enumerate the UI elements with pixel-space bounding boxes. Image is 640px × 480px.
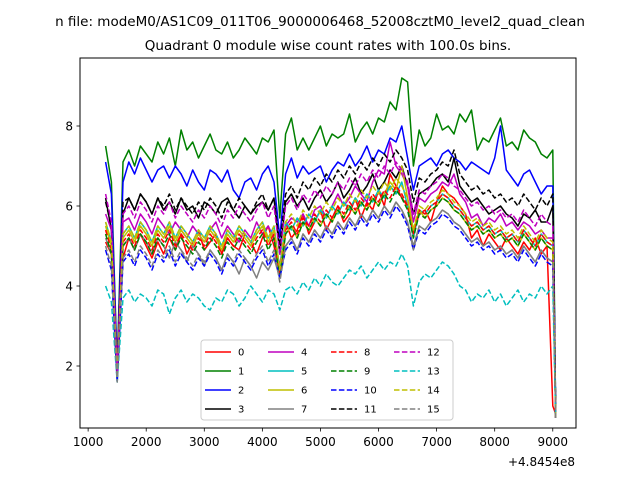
legend-label-2: 2 <box>238 386 244 397</box>
x-axis: 1000 2000 3000 4000 5000 6000 7000 8000 9000 <box>73 428 568 449</box>
series-line-10 <box>104 205 557 419</box>
legend-label-9: 9 <box>364 367 370 378</box>
series-line-13 <box>104 253 557 419</box>
legend-label-1: 1 <box>238 367 244 378</box>
legend-label-8: 8 <box>364 348 370 359</box>
legend-label-10: 10 <box>364 386 377 397</box>
series-line-8 <box>104 185 557 419</box>
x-tick-label: 1000 <box>73 435 104 449</box>
x-tick-label: 7000 <box>421 435 452 449</box>
x-offset-text: +4.8454e8 <box>508 455 575 469</box>
x-tick-label: 9000 <box>537 435 568 449</box>
legend-label-14: 14 <box>427 386 440 397</box>
x-tick-label: 2000 <box>131 435 162 449</box>
series-line-1 <box>104 77 557 419</box>
legend-label-0: 0 <box>238 348 244 359</box>
series-line-2 <box>104 125 557 415</box>
legend-label-11: 11 <box>364 405 377 416</box>
legend-label-12: 12 <box>427 348 440 359</box>
legend-label-6: 6 <box>301 386 307 397</box>
series-line-15 <box>104 201 557 419</box>
y-tick-label: 8 <box>65 119 73 133</box>
x-tick-label: 8000 <box>479 435 510 449</box>
series-line-12 <box>104 161 557 419</box>
x-tick-label: 5000 <box>305 435 336 449</box>
chart-title: Quadrant 0 module wise count rates with … <box>145 38 511 54</box>
x-tick-label: 6000 <box>363 435 394 449</box>
y-tick-label: 6 <box>65 199 73 213</box>
legend-label-7: 7 <box>301 405 307 416</box>
x-tick-label: 3000 <box>189 435 220 449</box>
legend-box <box>200 339 454 421</box>
legend-label-5: 5 <box>301 367 307 378</box>
legend-label-13: 13 <box>427 367 440 378</box>
legend-label-4: 4 <box>301 348 307 359</box>
series-line-9 <box>104 189 557 419</box>
plot-frame <box>79 57 577 429</box>
series-layer <box>104 77 557 419</box>
y-tick-label: 4 <box>65 279 73 293</box>
series-line-14 <box>104 177 557 419</box>
y-tick-label: 2 <box>65 359 73 373</box>
figure-suptitle: n file: modeM0/AS1C09_011T06_9000006468_… <box>55 14 585 30</box>
y-axis: 2 4 6 8 <box>65 119 80 373</box>
legend-label-3: 3 <box>238 405 244 416</box>
legend-label-15: 15 <box>427 405 440 416</box>
series-line-11 <box>104 149 557 415</box>
x-tick-label: 4000 <box>247 435 278 449</box>
